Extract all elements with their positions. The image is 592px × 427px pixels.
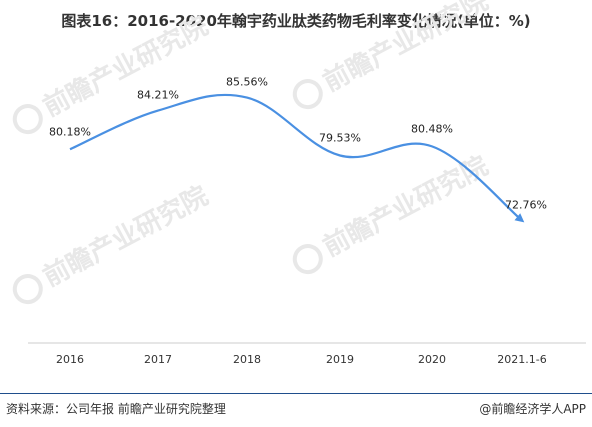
watermark: 前瞻产业研究院 — [12, 10, 213, 135]
source-note: 资料来源：公司年报 前瞻产业研究院整理 — [6, 402, 226, 416]
x-tick-label: 2019 — [326, 353, 354, 366]
watermark-logo-icon — [12, 274, 43, 305]
watermark: 前瞻产业研究院 — [12, 180, 213, 305]
watermark-text: 前瞻产业研究院 — [38, 180, 213, 293]
brand-credit: @前瞻经济学人APP — [479, 402, 586, 416]
data-label: 84.21% — [137, 89, 179, 102]
watermark: 前瞻产业研究院 — [292, 0, 493, 110]
footer-divider — [0, 393, 592, 394]
watermark-text: 前瞻产业研究院 — [38, 10, 213, 123]
data-label: 72.76% — [505, 199, 547, 212]
watermark: 前瞻产业研究院 — [292, 150, 493, 275]
data-label: 80.18% — [49, 125, 91, 138]
series-line — [69, 93, 523, 222]
x-tick-label: 2017 — [144, 353, 172, 366]
chart-title: 图表16：2016-2020年翰宇药业肽类药物毛利率变化情况(单位：%) — [61, 12, 531, 30]
x-tick-label: 2016 — [56, 353, 84, 366]
watermark-logo-icon — [292, 244, 323, 275]
watermark-text: 前瞻产业研究院 — [318, 0, 493, 98]
x-tick-label: 2020 — [418, 353, 446, 366]
data-label: 80.48% — [411, 122, 453, 135]
line-arrow-head — [514, 213, 525, 223]
x-tick-label: 2018 — [233, 353, 261, 366]
data-label: 85.56% — [226, 76, 268, 89]
data-label: 79.53% — [319, 132, 361, 145]
x-tick-label: 2021.1-6 — [497, 353, 546, 366]
watermark-logo-icon — [292, 79, 323, 110]
watermark-logo-icon — [12, 104, 43, 135]
